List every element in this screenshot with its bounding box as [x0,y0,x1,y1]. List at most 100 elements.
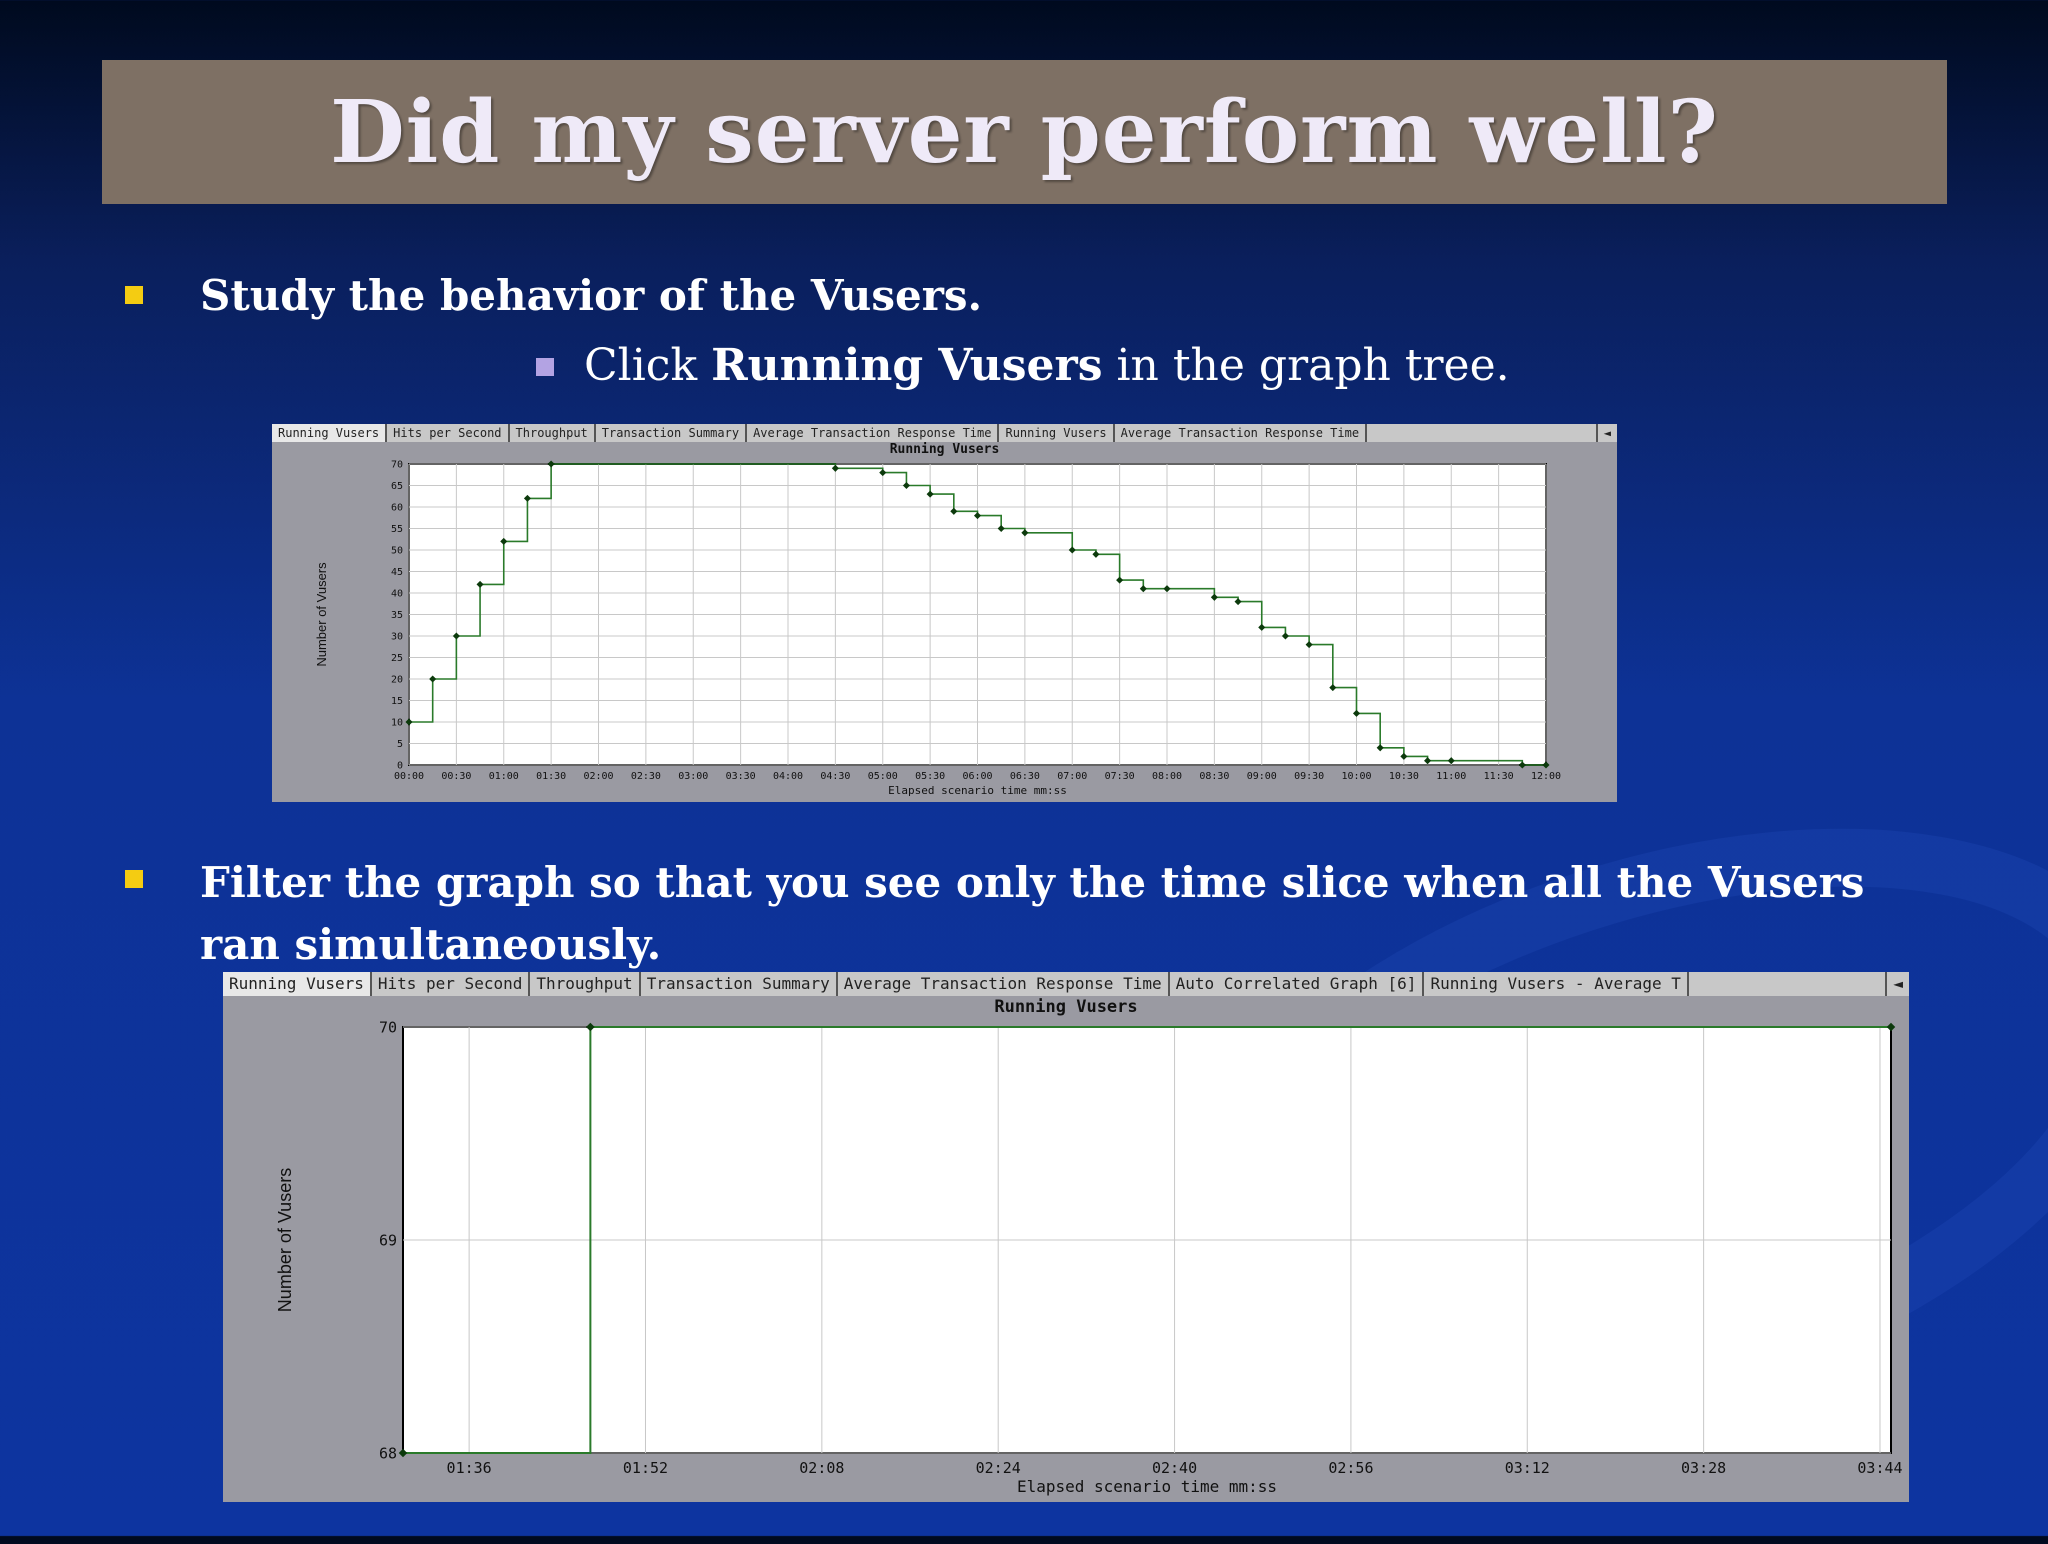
x-tick-label: 10:00 [1341,771,1371,782]
x-axis-label: Elapsed scenario time mm:ss [888,784,1067,797]
data-point [997,524,1005,533]
x-tick-label: 07:00 [1057,771,1087,782]
y-tick-label: 20 [391,675,403,686]
y-tick-label: 0 [397,761,403,772]
y-tick-label: 10 [391,718,403,729]
series-line [403,1026,1891,1454]
sub-bullet-square-icon [536,358,554,376]
y-tick-label: 5 [397,739,403,750]
tab-2[interactable]: Throughput [530,972,641,996]
chart-1: 00:00 00:30 01:00 01:30 02:00 02:30 03:00 03:30… [314,460,1561,798]
sub-bullet-text: Click Running Vusers in the graph tree. [584,336,1510,396]
x-tick-label: 07:30 [1105,771,1135,782]
data-point [429,675,437,683]
graph-title-1: Running Vusers [889,442,1000,457]
tab-4[interactable]: Average Transaction Response Time [838,972,1170,996]
x-tick-label: 12:00 [1531,771,1561,782]
x-tick-label: 02:56 [1328,1459,1373,1477]
slide-title: Did my server perform well? [330,81,1719,183]
graph-panel-1: Running Vusers Hits per Second Throughput T… [272,424,1617,802]
x-axis-label: Elapsed scenario time mm:ss [1017,1477,1277,1496]
tab-5[interactable]: Auto Correlated Graph [6] [1170,972,1425,996]
tab-0[interactable]: Running Vusers [272,424,388,442]
tab-2[interactable]: Throughput [510,424,596,442]
y-tick-label: 15 [391,696,403,707]
tab-4[interactable]: Average Transaction Response Time [747,424,1000,442]
data-point [405,718,413,726]
x-tick-label: 03:30 [726,771,756,782]
x-tick-label: 02:40 [1152,1459,1197,1477]
x-tick-label: 03:00 [678,771,708,782]
y-tick-label: 68 [379,1444,397,1462]
sub-text-before: Click [584,340,712,391]
graph-tabs-1: Running Vusers Hits per Second Throughput T… [272,424,1617,442]
data-point [398,1448,408,1458]
y-tick-label: 50 [391,546,403,557]
y-tick-label: 70 [391,460,403,471]
left-arrow-icon[interactable]: ◄ [1885,972,1909,996]
data-point [879,469,887,477]
x-tick-label: 05:30 [915,771,945,782]
x-tick-label: 06:30 [1010,771,1040,782]
x-tick-label: 01:52 [623,1459,668,1477]
tab-3[interactable]: Transaction Summary [596,424,748,442]
y-tick-label: 70 [379,1018,397,1036]
bullet-text: Filter the graph so that you see only th… [200,858,1865,969]
y-tick-label: 45 [391,567,403,578]
sub-text-after: in the graph tree. [1102,340,1510,391]
tab-0[interactable]: Running Vusers [223,972,372,996]
tab-6[interactable]: Average Transaction Response Time [1115,424,1368,442]
x-tick-label: 08:30 [1199,771,1229,782]
x-tick-label: 02:08 [799,1459,844,1477]
x-tick-label: 01:30 [536,771,566,782]
x-tick-label: 09:00 [1247,771,1277,782]
y-axis-label: Number of Vusers [314,562,329,667]
x-tick-label: 09:30 [1294,771,1324,782]
x-tick-label: 02:30 [631,771,661,782]
x-tick-label: 11:30 [1484,771,1514,782]
x-tick-label: 06:00 [962,771,992,782]
x-tick-label: 00:30 [441,771,471,782]
sub-text-bold: Running Vusers [711,340,1103,391]
x-tick-label: 01:00 [489,771,519,782]
tab-1[interactable]: Hits per Second [372,972,531,996]
series-line [409,463,1546,766]
y-axis-label: Number of Vusers [275,1168,295,1312]
graph-title-2: Running Vusers [994,997,1138,1017]
bullet-text: Study the behavior of the Vusers. [200,271,983,320]
bullet-square-icon [125,870,143,888]
x-tick-label: 04:00 [773,771,803,782]
left-arrow-icon[interactable]: ◄ [1595,424,1617,442]
y-tick-label: 60 [391,503,403,514]
x-tick-label: 02:24 [976,1459,1021,1477]
y-tick-label: 69 [379,1231,397,1249]
data-point [950,507,958,515]
data-point [523,494,531,502]
data-point [926,490,934,498]
y-tick-label: 30 [391,632,403,643]
chart-2: 01:36 01:52 02:08 02:24 02:40 02:56 03:12 03:28… [275,1018,1903,1496]
tab-3[interactable]: Transaction Summary [641,972,838,996]
tab-5[interactable]: Running Vusers [999,424,1115,442]
x-tick-label: 03:44 [1857,1459,1902,1477]
tab-1[interactable]: Hits per Second [387,424,510,442]
bullet-square-icon [125,286,143,304]
x-tick-label: 01:36 [447,1459,492,1477]
data-point [902,481,910,490]
x-tick-label: 03:12 [1505,1459,1550,1477]
title-bar: Did my server perform well? [102,60,1947,204]
x-tick-label: 05:00 [868,771,898,782]
x-tick-label: 11:00 [1436,771,1466,782]
x-tick-label: 03:28 [1681,1459,1726,1477]
y-tick-label: 65 [391,481,403,492]
x-tick-label: 08:00 [1152,771,1182,782]
y-tick-label: 25 [391,653,403,664]
graph-tabs-2: Running Vusers Hits per Second Throughput T… [223,972,1909,996]
x-tick-label: 02:00 [583,771,613,782]
y-tick-label: 40 [391,589,403,600]
x-tick-label: 10:30 [1389,771,1419,782]
tab-6[interactable]: Running Vusers - Average T [1424,972,1689,996]
data-point [547,460,555,468]
y-tick-label: 55 [391,524,403,535]
graph-panel-2: Running Vusers Hits per Second Throughput T… [223,972,1909,1502]
